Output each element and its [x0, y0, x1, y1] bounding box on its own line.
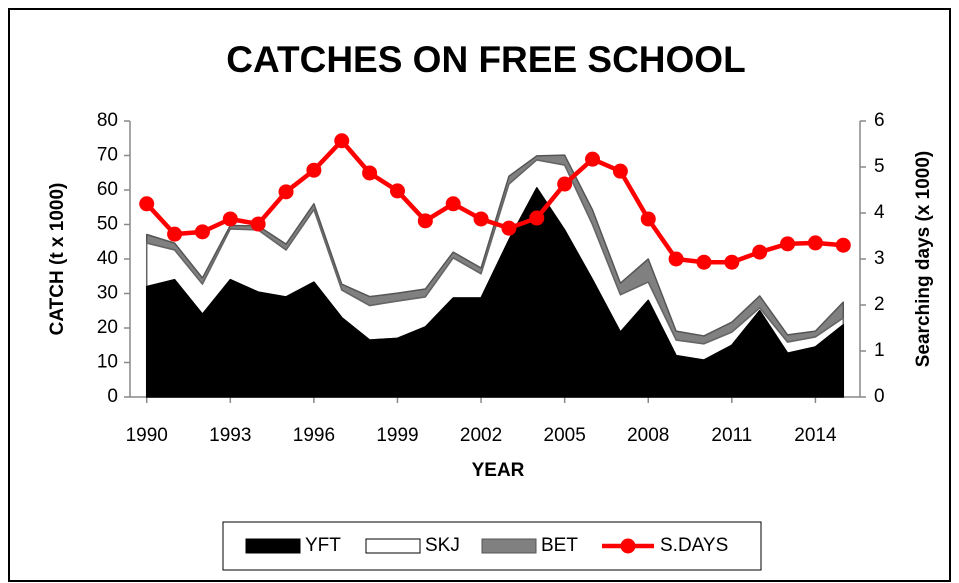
y-tick-label: 30	[97, 283, 118, 304]
x-tick-label: 2014	[794, 425, 837, 446]
y2-tick-label: 5	[874, 156, 885, 177]
y2-tick-label: 0	[874, 386, 885, 407]
y2-axis-title: Searching days (x 1000)	[913, 151, 934, 368]
y2-tick-label: 6	[874, 110, 885, 131]
line-marker	[473, 211, 489, 227]
y-tick-label: 80	[97, 110, 118, 131]
x-tick-label: 1999	[376, 425, 418, 446]
line-marker	[362, 165, 378, 181]
legend-label: YFT	[305, 535, 341, 556]
line-marker	[222, 211, 238, 227]
line-marker	[612, 163, 628, 179]
y-tick-label: 10	[97, 352, 118, 373]
y2-tick-label: 3	[874, 248, 885, 269]
line-marker	[167, 226, 183, 242]
line-marker	[250, 216, 266, 232]
line-marker	[417, 213, 433, 229]
line-marker	[389, 183, 405, 199]
line-marker	[724, 254, 740, 270]
line-marker	[835, 237, 851, 253]
x-tick-label: 1993	[209, 425, 251, 446]
line-marker	[501, 220, 517, 236]
line-marker	[306, 162, 322, 178]
y-tick-label: 20	[97, 317, 118, 338]
line-marker	[807, 235, 823, 251]
area-yft	[145, 187, 845, 398]
line-marker	[668, 251, 684, 267]
line-marker	[696, 254, 712, 270]
line-marker	[445, 196, 461, 212]
legend-swatch	[365, 538, 421, 554]
y2-tick-label: 4	[874, 202, 885, 223]
y-tick-label: 70	[97, 145, 118, 166]
line-marker	[640, 211, 656, 227]
y-tick-label: 40	[97, 248, 118, 269]
line-marker	[334, 133, 350, 149]
y-tick-label: 50	[97, 214, 118, 235]
x-tick-label: 2008	[627, 425, 669, 446]
y2-tick-label: 2	[874, 294, 885, 315]
line-marker	[557, 176, 573, 192]
line-marker	[529, 210, 545, 226]
x-axis-title: YEAR	[472, 460, 525, 481]
line-marker	[780, 236, 796, 252]
legend-label: SKJ	[425, 535, 460, 556]
y2-tick-label: 1	[874, 340, 885, 361]
chart-title: CATCHES ON FREE SCHOOL	[226, 39, 745, 80]
line-marker	[194, 224, 210, 240]
legend-swatch	[245, 538, 301, 554]
line-marker	[278, 184, 294, 200]
legend-label: S.DAYS	[660, 535, 728, 556]
line-marker	[139, 196, 155, 212]
line-marker	[585, 151, 601, 167]
x-tick-label: 2005	[544, 425, 586, 446]
x-tick-label: 1996	[293, 425, 335, 446]
legend-swatch	[481, 538, 537, 554]
legend-label: BET	[541, 535, 578, 556]
legend-marker	[620, 538, 636, 554]
x-tick-label: 2002	[460, 425, 502, 446]
y-tick-label: 60	[97, 179, 118, 200]
x-tick-label: 1990	[126, 425, 168, 446]
y-tick-label: 0	[107, 386, 118, 407]
y-axis-title: CATCH (t x 1000)	[47, 183, 68, 336]
line-marker	[752, 244, 768, 260]
x-tick-label: 2011	[711, 425, 752, 446]
